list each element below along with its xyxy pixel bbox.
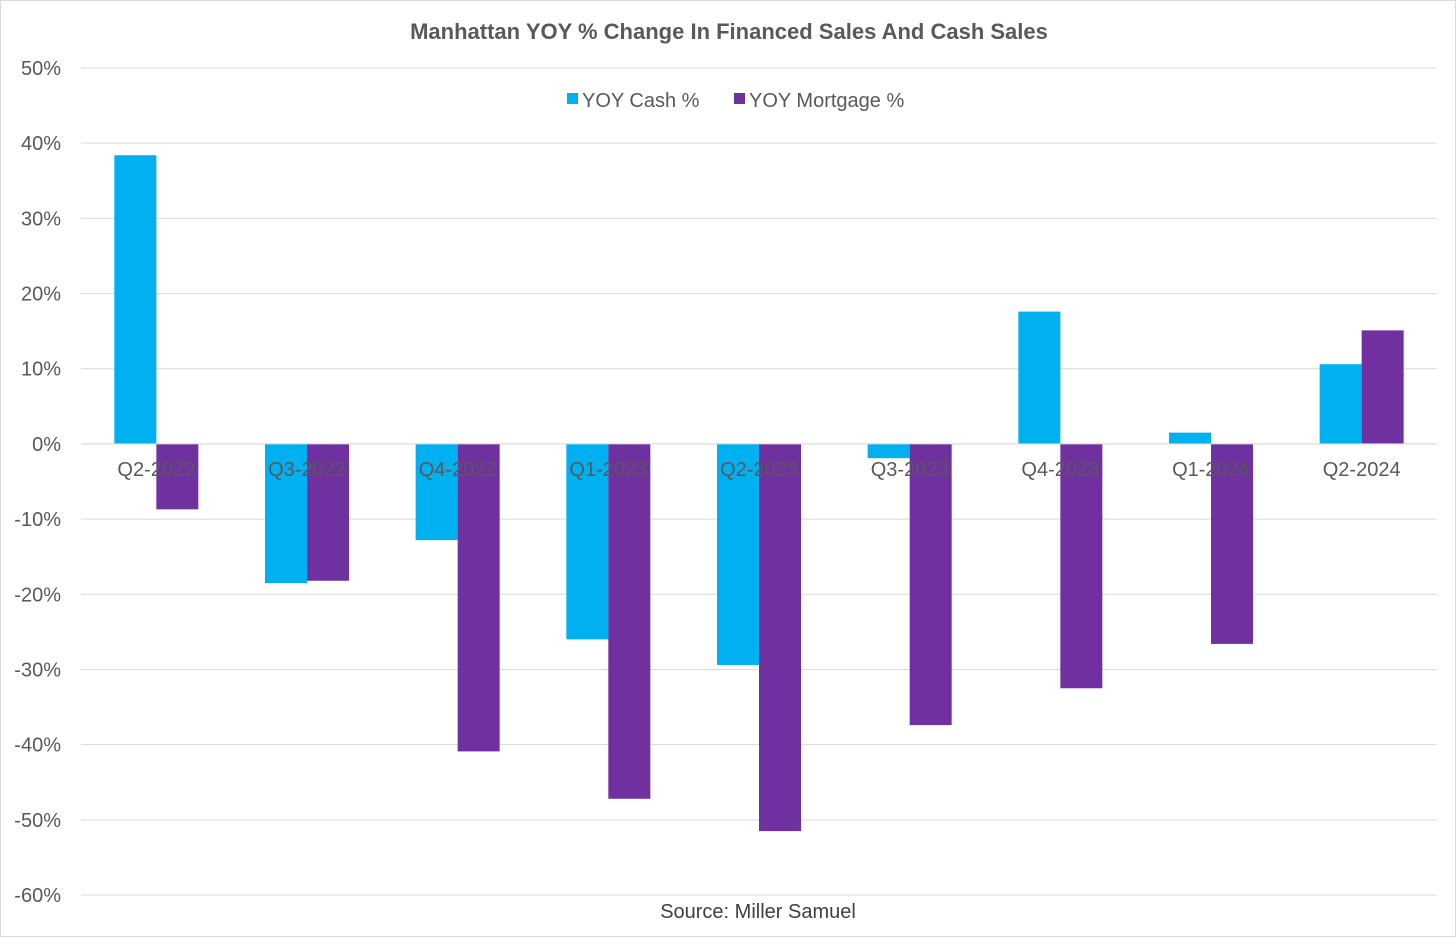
- x-tick-label: Q1-2023: [569, 459, 647, 481]
- x-tick-label: Q2-2022: [117, 459, 195, 481]
- chart-title: Manhattan YOY % Change In Financed Sales…: [410, 19, 1048, 44]
- legend-swatch: [734, 93, 745, 104]
- y-tick-label: 40%: [21, 133, 61, 155]
- bar-cash: [415, 443, 458, 541]
- y-tick-label: 30%: [21, 208, 61, 230]
- bar-cash: [1018, 311, 1061, 444]
- bar-mortgage: [759, 443, 801, 832]
- y-tick-label: -10%: [14, 509, 61, 531]
- y-tick-label: -40%: [14, 735, 61, 757]
- y-tick-label: 0%: [32, 434, 61, 456]
- bar-mortgage: [909, 443, 952, 726]
- bar-cash: [867, 443, 910, 459]
- y-tick-label: -60%: [14, 885, 61, 907]
- y-tick-label: -20%: [14, 584, 61, 606]
- bar-cash: [566, 443, 609, 640]
- bar-cash: [114, 155, 157, 444]
- bar-mortgage: [307, 443, 349, 581]
- x-tick-label: Q4-2022: [419, 459, 497, 481]
- x-tick-label: Q3-2022: [268, 459, 346, 481]
- legend-label: YOY Mortgage %: [749, 90, 904, 112]
- legend-swatch: [567, 93, 578, 104]
- bars: [114, 155, 1404, 832]
- bar-cash: [265, 443, 307, 583]
- bar-mortgage: [1211, 443, 1253, 644]
- y-axis: 50% 40% 30% 20% 10% 0% -10% -20% -30% -40% -50% -60…: [14, 58, 61, 907]
- legend-label: YOY Cash %: [582, 90, 700, 112]
- bar-cash: [717, 443, 759, 665]
- x-tick-label: Q2-2023: [720, 459, 798, 481]
- bar-mortgage: [608, 443, 651, 799]
- source-note: Source: Miller Samuel: [660, 901, 856, 923]
- bar-mortgage: [1361, 330, 1404, 444]
- bar-mortgage: [1060, 443, 1103, 689]
- y-tick-label: -30%: [14, 659, 61, 681]
- bar-cash: [1319, 364, 1362, 444]
- legend: YOY Cash % YOY Mortgage %: [567, 90, 904, 112]
- x-axis: Q2-2022 Q3-2022 Q4-2022 Q1-2023 Q2-2023 Q3-20…: [117, 459, 1400, 481]
- x-tick-label: Q4-2023: [1021, 459, 1099, 481]
- bar-mortgage: [156, 443, 199, 510]
- y-tick-label: -50%: [14, 810, 61, 832]
- x-tick-label: Q2-2024: [1323, 459, 1401, 481]
- bar-cash: [1169, 432, 1211, 444]
- bar-mortgage: [457, 443, 500, 752]
- x-tick-label: Q3-2023: [871, 459, 949, 481]
- y-tick-label: 50%: [21, 58, 61, 80]
- y-tick-label: 20%: [21, 284, 61, 306]
- x-tick-label: Q1-2024: [1172, 459, 1250, 481]
- y-tick-label: 10%: [21, 359, 61, 381]
